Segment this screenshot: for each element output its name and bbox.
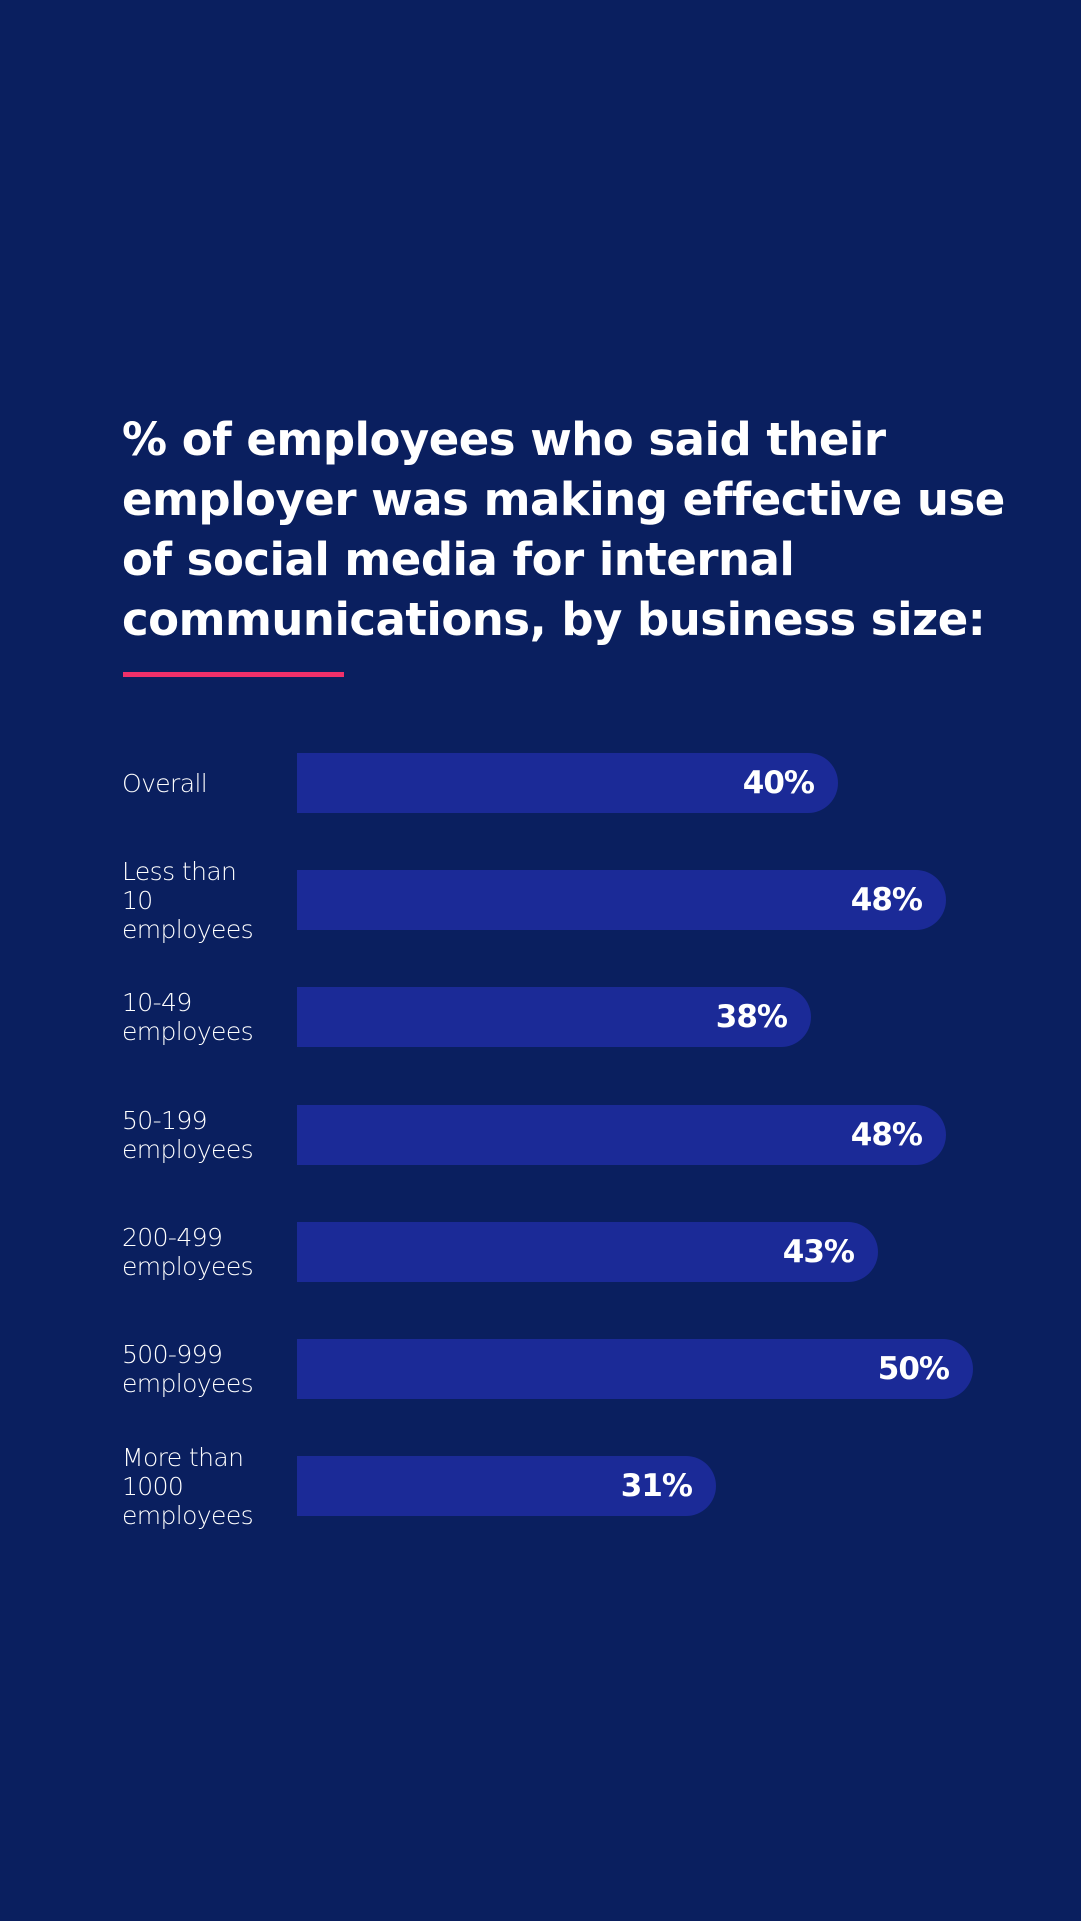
bar-value-label: 48%	[850, 1117, 923, 1153]
bar-row: More than 1000 employees 31%	[122, 1443, 716, 1530]
category-label: 200-499 employees	[122, 1223, 254, 1281]
bar: 48%	[297, 1105, 946, 1165]
bar: 43%	[297, 1222, 878, 1282]
bar-row: 10-49 employees 38%	[122, 987, 811, 1047]
category-label: 10-49 employees	[122, 988, 254, 1046]
category-label: 50-199 employees	[122, 1106, 254, 1164]
bar-value-label: 31%	[620, 1468, 693, 1504]
bar-row: 50-199 employees 48%	[122, 1105, 946, 1165]
bar-value-label: 40%	[742, 765, 815, 801]
bar-row: 200-499 employees 43%	[122, 1222, 878, 1282]
bar-value-label: 50%	[877, 1351, 950, 1387]
bar-value-label: 43%	[782, 1234, 855, 1270]
bar-row: Overall 40%	[122, 753, 838, 813]
bar-value-label: 48%	[850, 882, 923, 918]
bar: 31%	[297, 1456, 716, 1516]
bar-value-label: 38%	[715, 999, 788, 1035]
chart-title: % of employees who said their employer w…	[122, 413, 1005, 646]
bar: 38%	[297, 987, 811, 1047]
bar-row: Less than 10 employees 48%	[122, 857, 946, 944]
category-label: Overall	[122, 768, 208, 798]
bar-row: 500-999 employees 50%	[122, 1339, 973, 1399]
category-label: More than 1000 employees	[122, 1442, 254, 1530]
bar: 40%	[297, 753, 838, 813]
bar: 48%	[297, 870, 946, 930]
category-label: Less than 10 employees	[122, 856, 254, 944]
title-underline-accent	[123, 672, 344, 677]
bar: 50%	[297, 1339, 973, 1399]
category-label: 500-999 employees	[122, 1340, 254, 1398]
